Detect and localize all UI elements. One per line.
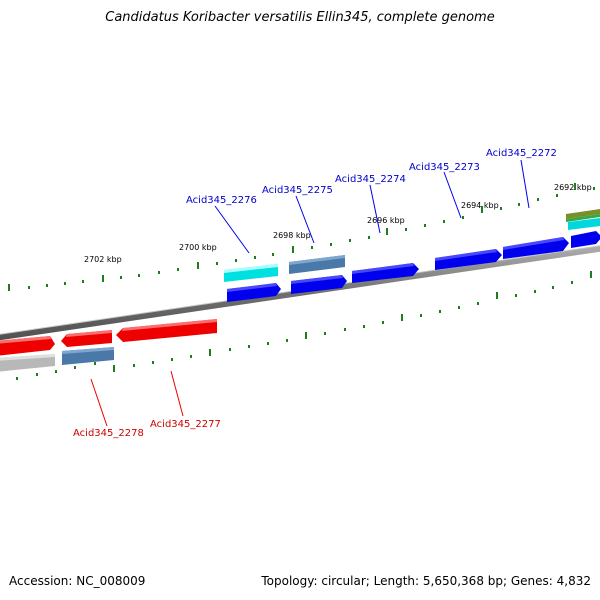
accession-text: Accession: NC_008009 <box>9 574 146 588</box>
gene-label-acid345-2275[interactable]: Acid345_2275 <box>262 185 333 196</box>
kbp-label: 2692 kbp <box>554 183 592 192</box>
forward-gene-arrow <box>435 249 502 270</box>
gene-label-acid345-2278[interactable]: Acid345_2278 <box>73 428 144 439</box>
olive-feature <box>566 209 600 219</box>
forward-gene-arrow <box>503 237 569 259</box>
gene-label-acid345-2276[interactable]: Acid345_2276 <box>186 195 257 206</box>
gene-label-acid345-2272[interactable]: Acid345_2272 <box>486 148 557 159</box>
forward-upper-features <box>224 209 600 282</box>
kbp-label: 2702 kbp <box>84 255 122 264</box>
label-leaders-reverse <box>90 370 184 427</box>
kbp-label: 2694 kbp <box>461 201 499 210</box>
forward-gene-arrow <box>571 231 600 248</box>
kbp-labels: 2702 kbp 2700 kbp 2698 kbp 2696 kbp 2694… <box>84 183 592 264</box>
kbp-label: 2700 kbp <box>179 243 217 252</box>
outer-tick-ring <box>8 183 595 291</box>
reverse-lower-features <box>0 347 114 372</box>
forward-gene-arrow <box>352 263 419 283</box>
genome-summary-text: Topology: circular; Length: 5,650,368 bp… <box>261 574 591 588</box>
gene-labels-reverse: Acid345_2278 Acid345_2277 <box>73 419 221 439</box>
gene-label-acid345-2277[interactable]: Acid345_2277 <box>150 419 221 430</box>
kbp-label: 2698 kbp <box>273 231 311 240</box>
gene-labels-forward: Acid345_2276 Acid345_2275 Acid345_2274 A… <box>186 148 557 206</box>
inner-tick-ring <box>16 271 592 380</box>
label-leaders-forward <box>214 159 530 254</box>
genome-backbone <box>0 245 600 341</box>
kbp-label: 2696 kbp <box>367 216 405 225</box>
gene-label-acid345-2274[interactable]: Acid345_2274 <box>335 174 406 185</box>
reverse-gene-arrow <box>116 319 217 342</box>
map-title: Candidatus Koribacter versatilis Ellin34… <box>105 10 495 25</box>
gene-label-acid345-2273[interactable]: Acid345_2273 <box>409 162 480 173</box>
